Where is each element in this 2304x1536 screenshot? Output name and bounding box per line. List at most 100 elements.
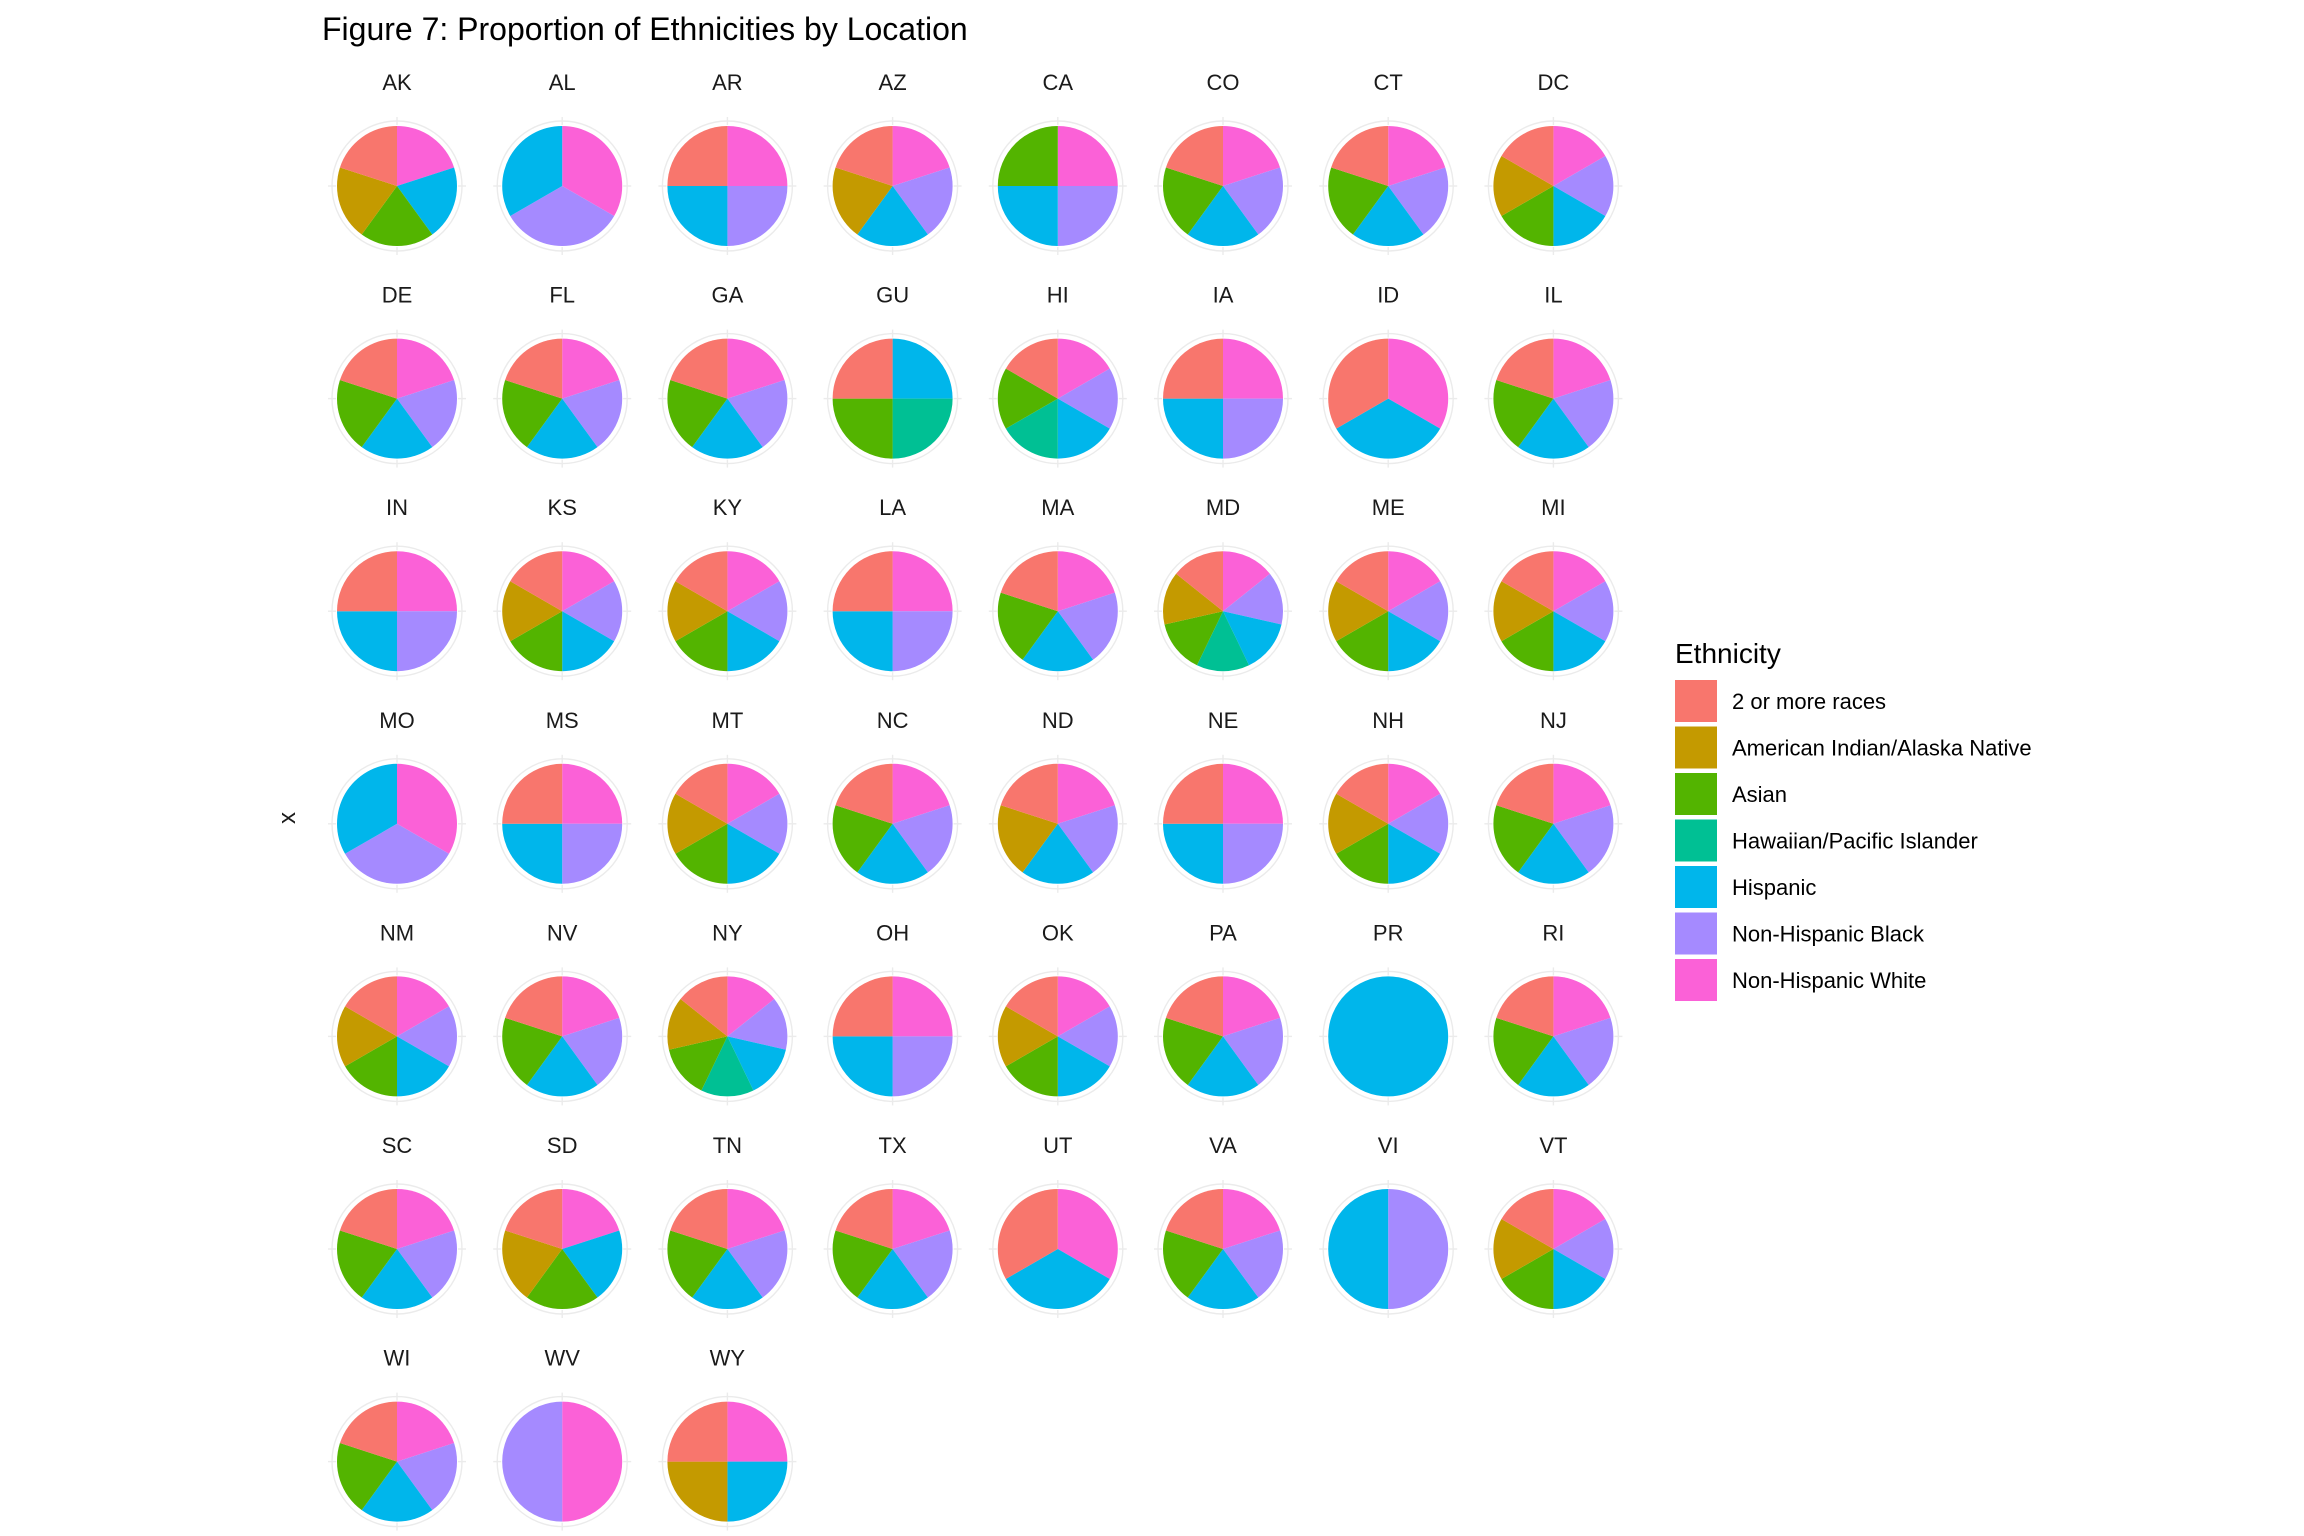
panel-wy: WY: [658, 1346, 797, 1531]
panel-label: HI: [1047, 283, 1069, 308]
legend-item-american-indian-alaska-native: American Indian/Alaska Native: [1675, 726, 2032, 769]
pie-slice-ia-non-hispanic-black: [1223, 398, 1283, 459]
panel-id: ID: [1319, 283, 1458, 468]
legend-swatch: [1675, 726, 1717, 769]
panel-label: LA: [879, 495, 906, 520]
panel-label: AR: [712, 70, 743, 95]
pie-slice-nm-2-or-more-races: [345, 976, 397, 1037]
pie-slice-ne-non-hispanic-black: [1223, 823, 1283, 884]
pie-slice-fl-non-hispanic-white: [562, 338, 620, 399]
pie-slice-mi-non-hispanic-white: [1553, 551, 1606, 612]
pie-slice-mo-non-hispanic-black: [345, 823, 449, 884]
pie-slice-md-hispanic: [1223, 611, 1282, 666]
pie-slice-mt-non-hispanic-black: [727, 793, 788, 854]
panel-co: CO: [1154, 70, 1292, 255]
pie-slice-mt-non-hispanic-white: [727, 763, 780, 824]
pie-slice-nd-non-hispanic-white: [1057, 763, 1115, 824]
pie-slice-oh-non-hispanic-white: [892, 976, 953, 1037]
pie-slice-sc-hispanic: [361, 1249, 433, 1309]
pie-slice-vi-non-hispanic-black: [1388, 1189, 1449, 1309]
panel-sd: SD: [493, 1133, 632, 1318]
pie-slice-la-non-hispanic-white: [892, 551, 953, 612]
pie-slice-la-2-or-more-races: [832, 551, 893, 612]
panel-tn: TN: [658, 1133, 797, 1318]
legend-item-hawaiian-pacific-islander: Hawaiian/Pacific Islander: [1675, 819, 1978, 862]
panel-label: RI: [1542, 920, 1564, 945]
pie-slice-ks-non-hispanic-white: [562, 551, 615, 612]
pie-slice-nm-hispanic: [397, 1036, 449, 1097]
panel-de: DE: [328, 283, 466, 468]
pie-slice-ma-non-hispanic-white: [1057, 551, 1115, 612]
pie-slice-oh-2-or-more-races: [832, 976, 893, 1037]
pie-slice-co-non-hispanic-white: [1223, 126, 1281, 186]
pie-slice-ar-non-hispanic-black: [727, 186, 788, 246]
pie-slice-ak-asian: [361, 186, 433, 247]
panel-label: PR: [1373, 920, 1404, 945]
pie-slice-wv-non-hispanic-black: [502, 1401, 563, 1522]
pie-slice-la-non-hispanic-black: [892, 611, 953, 672]
pie-slice-ky-2-or-more-races: [675, 551, 728, 612]
pie-slice-ca-hispanic: [997, 186, 1058, 247]
pie-slice-ga-hispanic: [692, 398, 763, 459]
panel-label: CO: [1207, 70, 1240, 95]
pie-slice-il-asian: [1493, 380, 1554, 448]
legend-title: Ethnicity: [1675, 638, 1781, 669]
pie-slice-ne-hispanic: [1163, 823, 1223, 884]
pie-slice-nd-2-or-more-races: [1000, 763, 1058, 824]
pie-slice-ri-hispanic: [1518, 1036, 1589, 1097]
panel-label: CT: [1374, 70, 1403, 95]
legend-swatch: [1675, 959, 1717, 1001]
pie-slice-co-asian: [1163, 167, 1223, 235]
pie-slice-ri-non-hispanic-black: [1553, 1017, 1614, 1085]
pie-slice-sd-hispanic: [562, 1230, 623, 1298]
pie-slice-tn-2-or-more-races: [670, 1189, 728, 1249]
panel-ks: KS: [493, 495, 632, 681]
panel-nd: ND: [988, 708, 1127, 893]
pie-slice-ar-hispanic: [667, 186, 728, 247]
panel-al: AL: [493, 70, 632, 255]
pie-slice-va-asian: [1163, 1230, 1223, 1298]
panel-label: UT: [1043, 1133, 1072, 1158]
pie-slice-wy-non-hispanic-white: [727, 1401, 788, 1462]
pie-slice-nv-hispanic: [526, 1036, 598, 1097]
pie-slice-ca-non-hispanic-white: [1057, 126, 1118, 186]
pie-slice-ny-hispanic: [727, 1036, 786, 1091]
pie-slice-id-2-or-more-races: [1328, 338, 1389, 429]
pie-slice-de-non-hispanic-white: [397, 338, 455, 399]
pie-slice-ma-2-or-more-races: [1000, 551, 1058, 612]
pie-slice-nc-non-hispanic-black: [892, 805, 953, 873]
legend-label: Hispanic: [1732, 875, 1816, 900]
legend-label: American Indian/Alaska Native: [1732, 736, 2032, 761]
pie-slice-ok-asian: [1005, 1036, 1058, 1097]
pie-slice-ut-hispanic: [1005, 1249, 1110, 1309]
panel-label: GU: [876, 283, 909, 308]
pie-slice-ak-2-or-more-races: [339, 126, 397, 186]
pie-slice-ak-american-indian-alaska-native: [337, 167, 397, 235]
pie-slice-nv-non-hispanic-black: [562, 1017, 623, 1085]
pie-slice-ca-asian: [997, 126, 1058, 186]
pie-slice-tx-non-hispanic-white: [892, 1189, 950, 1249]
pie-slice-ny-non-hispanic-black: [727, 998, 788, 1050]
panel-label: NY: [712, 920, 743, 945]
pie-slice-ak-non-hispanic-white: [397, 126, 455, 186]
panel-label: KY: [713, 495, 743, 520]
panel-label: MI: [1541, 495, 1565, 520]
pie-slice-ok-2-or-more-races: [1005, 976, 1058, 1037]
panel-ny: NY: [658, 920, 797, 1106]
pie-slice-il-hispanic: [1518, 398, 1589, 459]
pie-slice-ms-non-hispanic-white: [562, 763, 623, 824]
panel-label: VI: [1378, 1133, 1399, 1158]
pie-slice-al-hispanic: [502, 126, 563, 216]
pie-slice-ma-non-hispanic-black: [1057, 592, 1118, 660]
pie-slice-co-2-or-more-races: [1165, 126, 1223, 186]
pie-slice-ne-2-or-more-races: [1163, 763, 1223, 824]
pie-slice-ri-2-or-more-races: [1496, 976, 1554, 1037]
panel-wv: WV: [493, 1346, 632, 1531]
pie-slice-vt-2-or-more-races: [1501, 1189, 1554, 1249]
panel-fl: FL: [493, 283, 632, 468]
pie-slice-dc-non-hispanic-white: [1553, 126, 1606, 186]
panel-label: NJ: [1540, 708, 1567, 733]
pie-slice-wi-asian: [337, 1443, 397, 1511]
pie-slice-ct-non-hispanic-black: [1388, 167, 1449, 235]
pie-slice-ny-2-or-more-races: [680, 976, 728, 1037]
